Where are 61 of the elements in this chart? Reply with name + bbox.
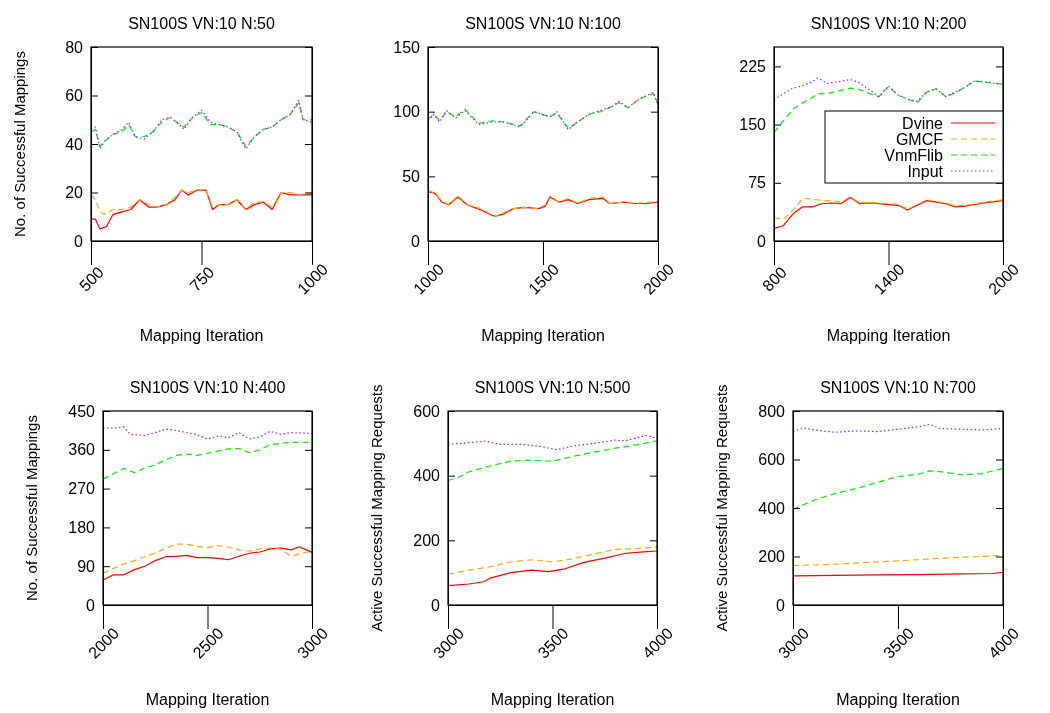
y-tick-label: 20 (65, 184, 84, 202)
chart-title: SN100S VN:10 N:200 (810, 15, 967, 32)
legend-label: Dvine (902, 114, 944, 132)
y-tick-label: 600 (413, 402, 441, 420)
y-tick-label: 0 (757, 232, 767, 250)
line-series (773, 80, 1004, 133)
x-axis-title: Mapping Iteration (139, 327, 264, 344)
y-axis-title: Active Successful Mapping Requests (713, 384, 730, 632)
y-tick-label: 0 (74, 232, 84, 250)
y-tick-label: 400 (758, 499, 786, 517)
y-tick-label: 80 (65, 38, 84, 56)
y-tick-label: 150 (739, 116, 767, 134)
legend-label: Input (907, 162, 944, 180)
x-axis-title: Mapping Iteration (826, 327, 951, 344)
y-tick-label: 200 (413, 531, 441, 549)
x-tick-label: 500 (76, 263, 108, 295)
y-tick-label: 0 (86, 596, 96, 614)
y-tick-label: 100 (393, 103, 421, 121)
line-series (773, 77, 1004, 102)
y-tick-label: 60 (65, 87, 84, 105)
y-tick-label: 50 (402, 167, 421, 185)
line-series (447, 546, 658, 575)
y-tick-label: 225 (739, 58, 767, 76)
y-axis-title: Active Successful Mapping Requests (368, 384, 385, 632)
line-series (90, 189, 313, 230)
y-tick-label: 800 (758, 402, 786, 420)
line-series (102, 546, 313, 581)
y-tick-label: 0 (431, 596, 441, 614)
line-series (447, 434, 658, 451)
y-tick-label: 270 (68, 480, 96, 498)
x-axis-title: Mapping Iteration (836, 691, 960, 708)
x-axis-title: Mapping Iteration (490, 691, 615, 708)
y-axis-title: No. of Successful Mappings (11, 51, 28, 237)
x-axis-title: Mapping Iteration (481, 327, 605, 344)
y-tick-label: 0 (411, 232, 421, 250)
chart-title: SN100S VN:10 N:100 (465, 15, 621, 32)
y-tick-label: 90 (77, 557, 96, 575)
chart-title: SN100S VN:10 N:50 (128, 15, 275, 32)
y-tick-label: 40 (65, 135, 84, 153)
chart-title: SN100S VN:10 N:700 (820, 379, 976, 396)
y-tick-label: 200 (758, 548, 786, 566)
line-series (447, 440, 658, 482)
chart-title: SN100S VN:10 N:500 (474, 379, 631, 396)
line-series (447, 550, 658, 587)
chart-title: SN100S VN:10 N:400 (129, 379, 286, 396)
legend-label: VnmFlib (884, 146, 944, 164)
y-tick-label: 450 (68, 402, 96, 420)
y-tick-label: 0 (776, 596, 786, 614)
y-tick-label: 75 (748, 174, 767, 192)
y-tick-label: 180 (68, 519, 96, 537)
y-tick-label: 400 (413, 467, 441, 485)
x-axis-title: Mapping Iteration (145, 691, 270, 708)
line-series (773, 196, 1004, 230)
y-tick-label: 150 (393, 38, 421, 56)
y-axis-title: No. of Successful Mappings (23, 415, 40, 601)
line-series (773, 196, 1004, 220)
line-series (792, 467, 1004, 510)
legend-label: GMCF (895, 130, 944, 148)
x-tick-label: 750 (186, 263, 218, 295)
y-tick-label: 360 (68, 441, 96, 459)
y-tick-label: 600 (758, 451, 786, 469)
